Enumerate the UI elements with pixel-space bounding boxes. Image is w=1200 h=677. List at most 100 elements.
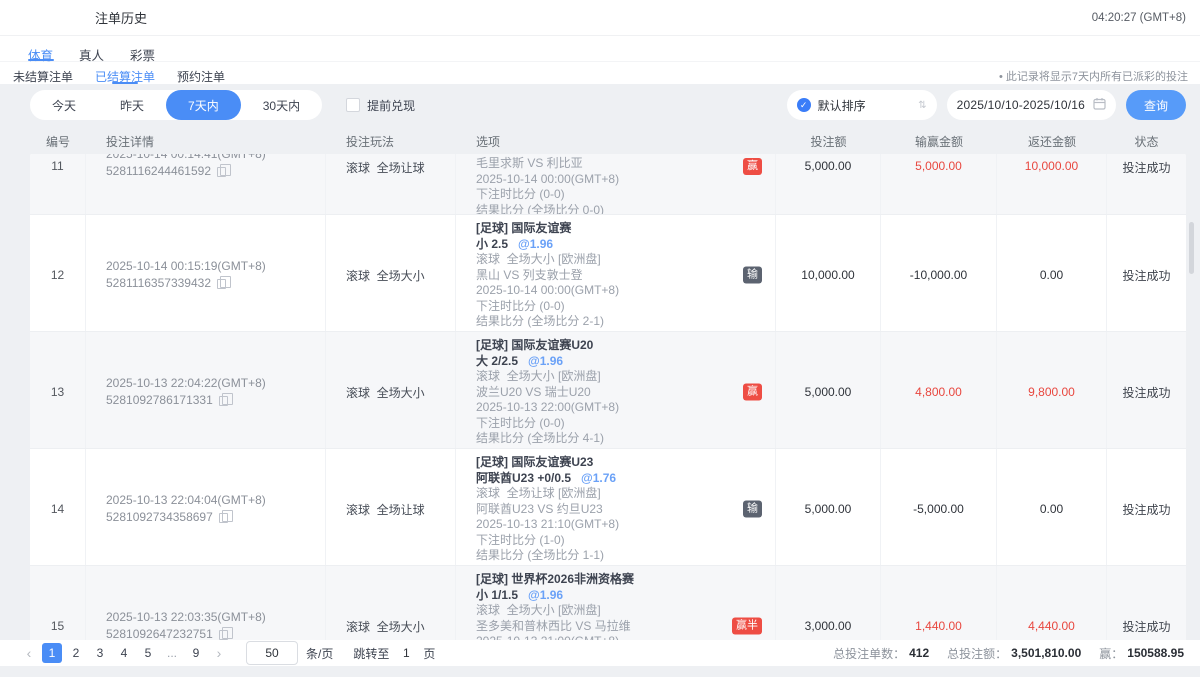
result-badge: 赢 (743, 383, 762, 401)
win-loss-amount: -10,000.00 (881, 215, 997, 331)
sorter-arrows-icon: ⇅ (918, 99, 927, 111)
pager-ellipsis: ... (166, 646, 177, 660)
total-label: 赢： (1099, 646, 1124, 661)
total-label: 总投注单数： (833, 646, 906, 661)
date-range-pill-group: 今天 昨天 7天内 30天内 (30, 90, 323, 120)
copy-icon[interactable] (217, 275, 231, 289)
option-line: 下注时比分 (0-0) (476, 298, 565, 313)
range-pill-昨天[interactable]: 昨天 (120, 98, 145, 113)
option-line: 2025-10-14 00:00(GMT+8) (476, 283, 620, 297)
bet-detail-cell: 2025-10-14 00:14:41(GMT+8) 52811162444615… (86, 154, 326, 214)
table-row: 11 2025-10-14 00:14:41(GMT+8) 528111624446… (30, 154, 1186, 215)
page-button-4[interactable]: 4 (120, 646, 128, 660)
range-pill-30天内[interactable]: 30天内 (262, 98, 301, 113)
search-button[interactable]: 查询 (1125, 90, 1186, 120)
option-line: 结果比分 (全场比分 0-0) (476, 202, 605, 215)
range-pill-今天[interactable]: 今天 (52, 98, 77, 113)
main-tab-彩票[interactable]: 彩票 (130, 49, 156, 63)
page-button-1[interactable]: 1 (42, 643, 62, 663)
table-row: 14 2025-10-13 22:04:04(GMT+8) 528109273435… (30, 449, 1186, 566)
stake-amount: 10,000.00 (776, 215, 881, 331)
bet-id: 5281092734358697 (106, 510, 213, 525)
row-number: 12 (30, 215, 86, 331)
stake-amount: 5,000.00 (776, 154, 881, 214)
checkbox-icon[interactable] (346, 98, 361, 112)
early-cashout-checkbox[interactable]: 提前兑现 (346, 97, 415, 114)
page-button-5[interactable]: 5 (144, 646, 152, 660)
result-badge: 输 (743, 266, 762, 284)
total-value: 3,501,810.00 (1011, 646, 1082, 660)
column-header-编号: 编号 (45, 134, 70, 149)
bet-play-type: 滚球 全场大小 (326, 566, 456, 648)
total-label: 总投注额： (947, 646, 1008, 661)
main-tab-体育[interactable]: 体育 (28, 45, 53, 63)
top-header: 注单历史 04:20:27 (GMT+8) (0, 0, 1200, 36)
option-line: 黑山 VS 列支敦士登 (476, 267, 583, 282)
sub-tab-预约注单[interactable]: 预约注单 (177, 70, 226, 84)
early-cashout-label: 提前兑现 (367, 98, 416, 113)
total-item: 赢： 150588.95 (1099, 645, 1184, 662)
option-line: 滚球 全场让球 [欧洲盘] (476, 486, 601, 500)
bet-table: 编号 投注详情 投注玩法 选项 投注额 输赢金额 返还金额 状态 11 2025-10-14 0… (30, 128, 1186, 648)
row-number: 13 (30, 332, 86, 448)
bet-play-type: 滚球 全场让球 (326, 449, 456, 565)
bet-time: 2025-10-13 22:04:04(GMT+8) (106, 493, 266, 508)
page-title: 注单历史 (95, 11, 148, 26)
option-line: 2025-10-13 22:00(GMT+8) (476, 400, 620, 414)
main-tab-真人[interactable]: 真人 (79, 49, 105, 63)
bet-time: 2025-10-13 22:04:22(GMT+8) (106, 376, 266, 391)
table-body-scroll-area[interactable]: 11 2025-10-14 00:14:41(GMT+8) 528111624446… (30, 154, 1186, 648)
payout-amount: 0.00 (997, 215, 1107, 331)
payout-amount: 9,800.00 (997, 332, 1107, 448)
result-badge: 输 (743, 500, 762, 518)
option-line: 滚球 全场大小 [欧洲盘] (476, 369, 601, 383)
bet-status: 投注成功 (1122, 268, 1171, 283)
tabs-section: 体育 真人 彩票 • 此记录将显示7天内所有已派彩的投注 未结算注单 已结算注单 预约注… (0, 36, 1200, 84)
sort-order-select[interactable]: ✓ 默认排序 ⇅ (786, 90, 937, 120)
stake-amount: 5,000.00 (776, 449, 881, 565)
next-page-arrow[interactable]: › (216, 645, 222, 661)
total-value: 412 (909, 646, 930, 660)
option-line: 2025-10-13 21:10(GMT+8) (476, 517, 620, 531)
win-loss-amount: 1,440.00 (881, 566, 997, 648)
sub-tab-已结算注单[interactable]: 已结算注单 (95, 70, 156, 84)
win-loss-amount: 4,800.00 (881, 332, 997, 448)
odds-value: @1.96 (528, 587, 564, 602)
option-line: [足球] 国际友谊赛U23 (476, 455, 594, 469)
prev-page-arrow[interactable]: ‹ (26, 645, 32, 661)
bet-time: 2025-10-14 00:14:41(GMT+8) (106, 154, 266, 161)
bet-id-line: 5281116357339432 (106, 275, 325, 292)
page-button-3[interactable]: 3 (96, 646, 104, 660)
option-line: 滚球 全场大小 [欧洲盘] (476, 252, 601, 266)
page-button-2[interactable]: 2 (72, 646, 80, 660)
table-header-row: 编号 投注详情 投注玩法 选项 投注额 输赢金额 返还金额 状态 (30, 128, 1186, 154)
copy-icon[interactable] (218, 509, 233, 523)
total-value: 150588.95 (1127, 646, 1184, 660)
bet-detail-cell: 2025-10-13 22:03:35(GMT+8) 52810926472327… (86, 566, 326, 648)
sub-tab-未结算注单[interactable]: 未结算注单 (13, 70, 74, 84)
copy-icon[interactable] (217, 163, 231, 177)
option-line: 下注时比分 (1-0) (476, 532, 565, 547)
copy-icon[interactable] (218, 626, 233, 640)
bet-option-cell: [足球] 国际友谊赛U20 大 2/2.5 @1.96 滚球 全场大小 [欧洲盘] 波兰… (456, 332, 776, 448)
page-button-9[interactable]: 9 (192, 646, 200, 660)
total-item: 总投注单数： 412 (833, 645, 929, 662)
option-line: 小 2.5 @1.96 (476, 236, 554, 251)
option-line: [足球] 世界杯2026非洲资格赛 (476, 572, 635, 586)
bet-time: 2025-10-14 00:15:19(GMT+8) (106, 259, 266, 274)
copy-icon[interactable] (218, 392, 233, 406)
page-size-input[interactable] (246, 641, 298, 665)
vertical-scrollbar-thumb[interactable] (1189, 222, 1194, 274)
bet-status: 投注成功 (1122, 385, 1171, 400)
jump-page-input[interactable] (389, 641, 424, 665)
option-line: 阿联酋U23 VS 约旦U23 (476, 501, 603, 516)
bet-play-type: 滚球 全场让球 (326, 154, 456, 214)
column-header-状态: 状态 (1134, 134, 1159, 149)
bet-id: 5281116357339432 (106, 276, 211, 291)
option-line: 滚球 全场大小 [欧洲盘] (476, 603, 601, 617)
column-header-输赢金额: 输赢金额 (914, 134, 963, 149)
bet-id: 5281116244461592 (106, 164, 211, 178)
odds-value: @1.96 (518, 236, 554, 251)
date-range-picker[interactable]: 2025/10/10-2025/10/16 (946, 90, 1116, 120)
range-pill-7天内[interactable]: 7天内 (166, 90, 241, 120)
